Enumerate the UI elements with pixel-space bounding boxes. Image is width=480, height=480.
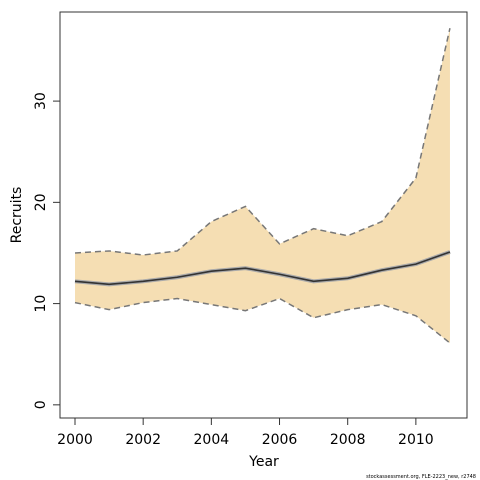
- x-tick-label: 2000: [57, 432, 93, 448]
- y-axis-label: Recruits: [9, 187, 25, 244]
- y-tick-label: 10: [33, 295, 49, 313]
- y-tick-label: 20: [33, 193, 49, 211]
- y-tick-label: 0: [33, 400, 49, 409]
- series-line: [74, 251, 451, 286]
- x-axis-label: Year: [248, 454, 279, 470]
- footnote: stockassessment.org, FLE-2223_new, r2748: [366, 474, 476, 480]
- x-tick-label: 2008: [330, 432, 366, 448]
- x-tick-label: 2004: [194, 432, 230, 448]
- x-tick-label: 2006: [262, 432, 298, 448]
- upper-bound: [74, 28, 451, 256]
- y-tick-label: 30: [33, 92, 49, 110]
- x-tick-label: 2002: [125, 432, 161, 448]
- plot-frame: [59, 11, 468, 419]
- lower-bound: [74, 297, 451, 344]
- x-tick-label: 2010: [398, 432, 434, 448]
- confidence-band: [74, 28, 450, 344]
